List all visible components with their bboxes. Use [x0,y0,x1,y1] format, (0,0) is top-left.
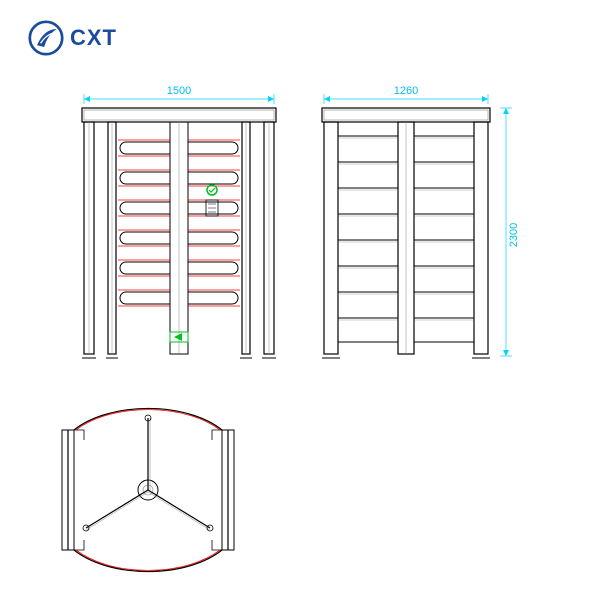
brand-name: CXT [70,25,117,51]
brand-logo: CXT [28,20,117,56]
front-elevation: 1500 [70,80,290,380]
top-view [48,400,248,580]
side-elevation: 1260 2300 [312,80,542,380]
dimension-front-width: 1500 [84,85,274,104]
indicator-icon [207,185,217,195]
technical-drawing: CXT 1500 [0,0,600,600]
dimension-side-width: 1260 [324,85,488,104]
dim-height: 2300 [508,223,520,247]
dimension-height: 2300 [500,108,520,356]
logo-icon [28,20,64,56]
dim-side-width: 1260 [394,85,418,97]
dim-front-width: 1500 [167,85,191,97]
